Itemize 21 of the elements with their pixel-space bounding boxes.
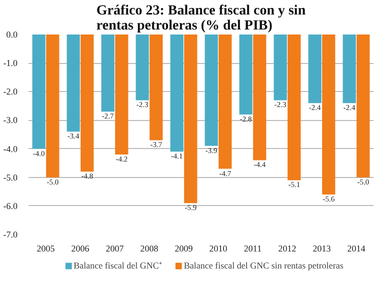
- x-tick-label: 2013: [312, 244, 332, 254]
- x-tick-label: 2010: [209, 244, 228, 254]
- y-tick-label: 0.0: [6, 30, 18, 40]
- chart-title: Gráfico 23: Balance fiscal con y sin rentas petroleras (% del PIB): [96, 4, 306, 34]
- x-tick-label: 2014: [347, 244, 366, 254]
- x-tick-label: 2012: [278, 244, 296, 254]
- legend-label: Balance fiscal del GNC sin rentas petroleras: [184, 260, 344, 270]
- x-tick-label: 2007: [106, 244, 124, 254]
- x-tick-label: 2008: [140, 244, 159, 254]
- x-tick-label: 2006: [71, 244, 90, 254]
- legend-label: Balance fiscal del GNC⁺: [74, 260, 162, 272]
- y-tick-label: -3.0: [3, 115, 18, 126]
- y-tick-label: -1.0: [3, 58, 18, 68]
- y-tick-label: -4.0: [3, 144, 18, 154]
- x-tick-label: 2005: [36, 244, 56, 254]
- y-tick-label: -7.0: [3, 230, 18, 240]
- y-tick-label: -6.0: [3, 200, 18, 211]
- x-tick-label: 2011: [244, 244, 262, 254]
- y-tick-label: -2.0: [3, 86, 18, 97]
- y-tick-label: -5.0: [3, 172, 18, 182]
- x-tick-label: 2009: [174, 244, 194, 254]
